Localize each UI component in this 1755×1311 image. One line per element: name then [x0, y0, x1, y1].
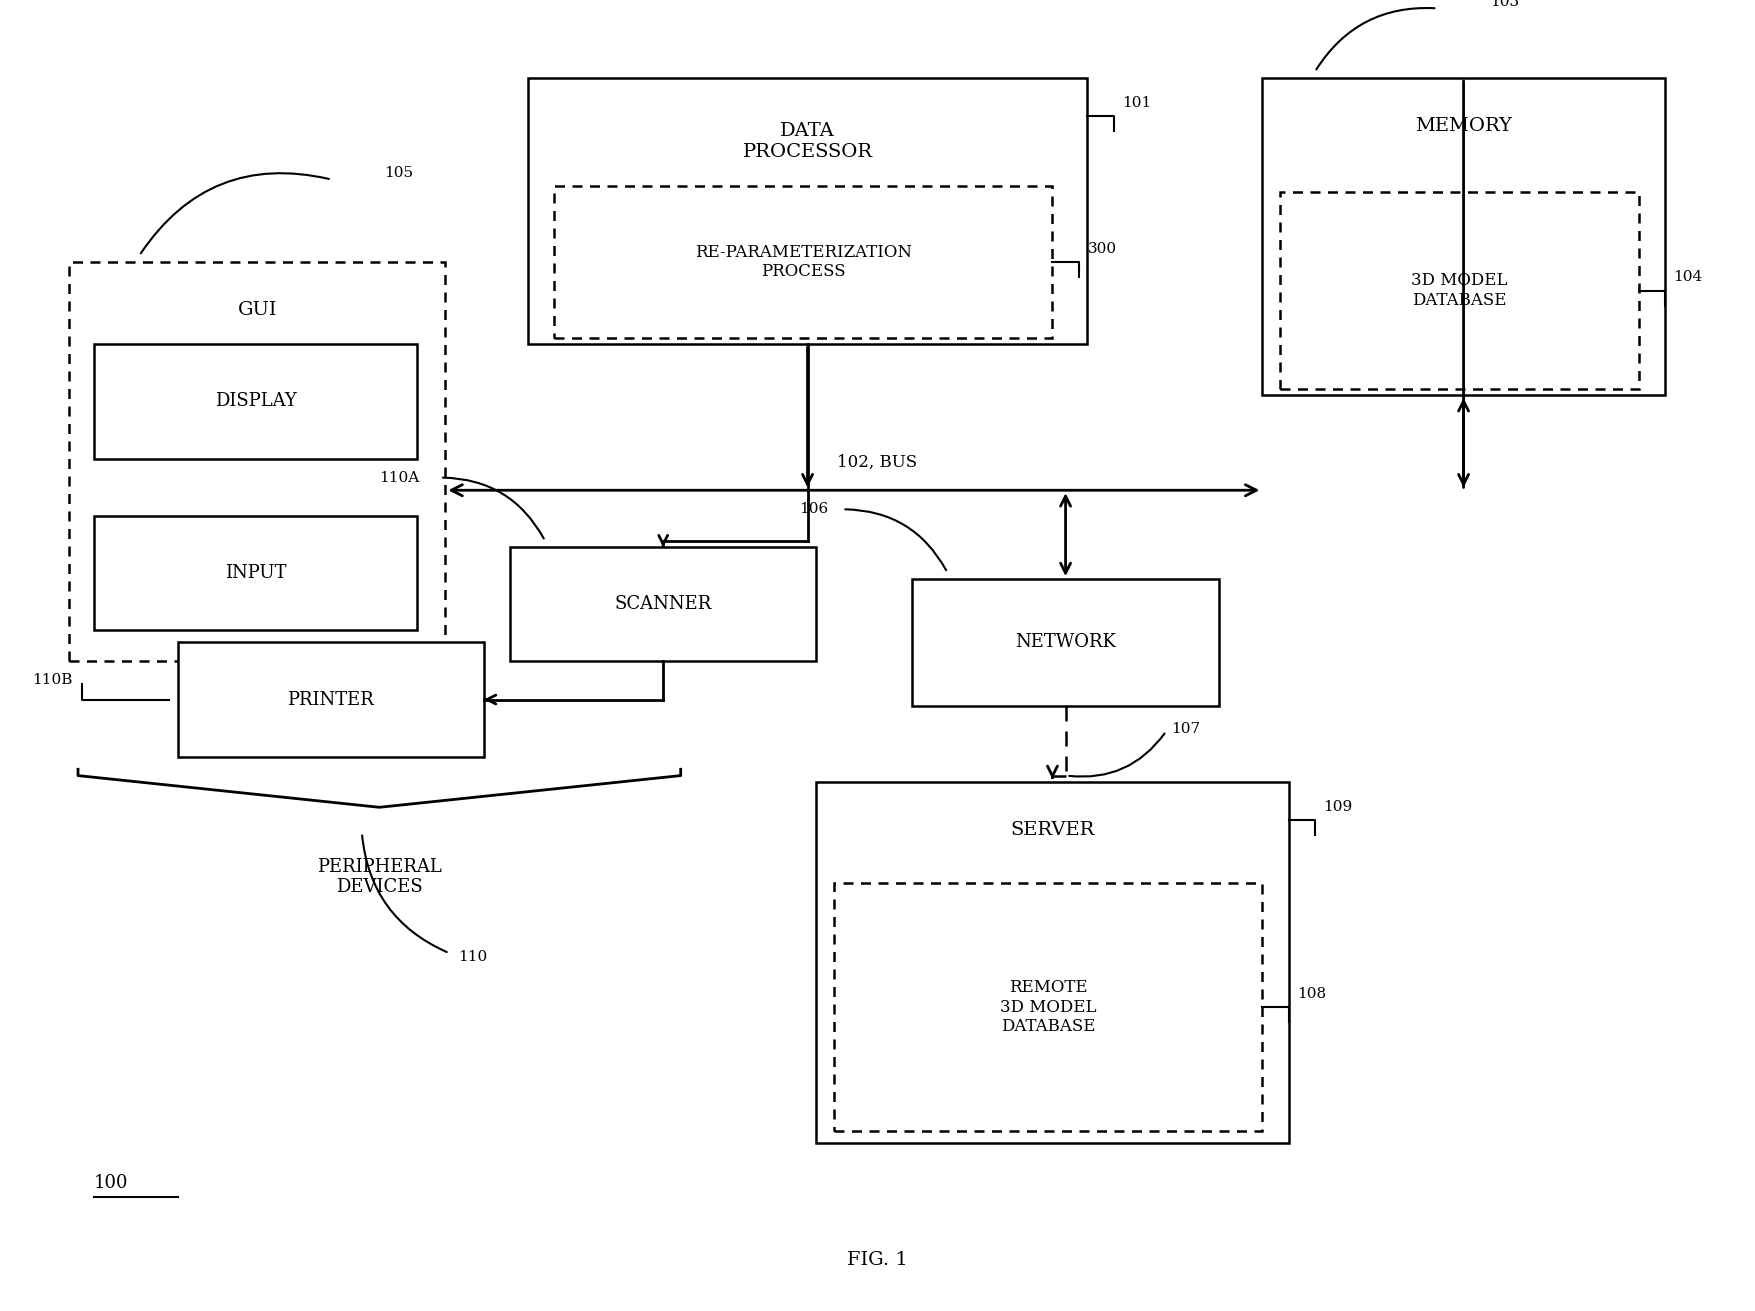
FancyBboxPatch shape [93, 515, 418, 629]
Text: DISPLAY: DISPLAY [214, 392, 297, 410]
FancyBboxPatch shape [834, 884, 1262, 1130]
Text: 110: 110 [458, 950, 488, 964]
Text: NETWORK: NETWORK [1014, 633, 1116, 652]
Text: SCANNER: SCANNER [614, 595, 713, 614]
Text: 104: 104 [1674, 270, 1702, 284]
FancyBboxPatch shape [1279, 193, 1639, 389]
FancyBboxPatch shape [816, 781, 1288, 1143]
Text: PERIPHERAL
DEVICES: PERIPHERAL DEVICES [318, 857, 442, 897]
FancyBboxPatch shape [511, 547, 816, 662]
Text: 3D MODEL
DATABASE: 3D MODEL DATABASE [1411, 273, 1508, 309]
Text: PRINTER: PRINTER [288, 691, 374, 708]
FancyBboxPatch shape [68, 262, 446, 662]
Text: 100: 100 [93, 1173, 128, 1192]
Text: 108: 108 [1297, 987, 1327, 1000]
Text: 102, BUS: 102, BUS [837, 454, 918, 471]
FancyBboxPatch shape [177, 642, 484, 756]
Text: RE-PARAMETERIZATION
PROCESS: RE-PARAMETERIZATION PROCESS [695, 244, 911, 281]
Text: SERVER: SERVER [1011, 821, 1095, 839]
Text: 106: 106 [799, 502, 828, 517]
Text: 103: 103 [1490, 0, 1518, 9]
Text: 110B: 110B [32, 674, 72, 687]
Text: DATA
PROCESSOR: DATA PROCESSOR [742, 122, 872, 161]
Text: 107: 107 [1171, 721, 1200, 735]
Text: FIG. 1: FIG. 1 [848, 1251, 907, 1269]
FancyBboxPatch shape [555, 186, 1053, 338]
FancyBboxPatch shape [1262, 79, 1665, 395]
Text: 300: 300 [1088, 241, 1116, 256]
Text: INPUT: INPUT [225, 564, 286, 582]
Text: 105: 105 [384, 166, 412, 180]
Text: 101: 101 [1123, 96, 1151, 110]
Text: GUI: GUI [237, 302, 277, 319]
Text: MEMORY: MEMORY [1415, 117, 1513, 135]
FancyBboxPatch shape [528, 79, 1088, 345]
FancyBboxPatch shape [93, 345, 418, 459]
Text: REMOTE
3D MODEL
DATABASE: REMOTE 3D MODEL DATABASE [1000, 979, 1097, 1036]
Text: 110A: 110A [379, 471, 419, 485]
Text: 109: 109 [1323, 800, 1353, 814]
FancyBboxPatch shape [913, 579, 1218, 705]
